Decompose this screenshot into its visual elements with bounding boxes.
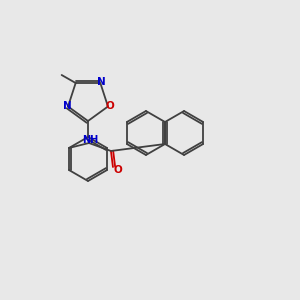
Text: N: N	[63, 101, 71, 112]
Text: NH: NH	[82, 135, 98, 145]
Text: O: O	[114, 165, 122, 175]
Text: O: O	[106, 101, 114, 112]
Text: N: N	[97, 77, 106, 87]
